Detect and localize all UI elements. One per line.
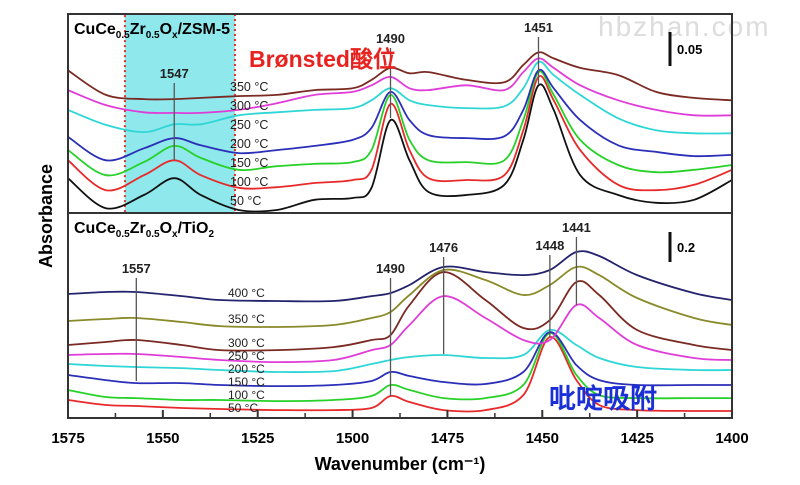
peak-label-1490: 1490	[376, 261, 405, 276]
title-part: 0.5	[116, 229, 130, 240]
panel-title: CuCe0.5Zr0.5Ox/TiO2	[74, 220, 214, 240]
spectrum-line-200c	[67, 329, 733, 374]
spectrum-line-300c	[67, 57, 733, 117]
x-tick-label: 1525	[241, 430, 274, 447]
x-tick-label: 1500	[336, 430, 369, 447]
title-part: CuCe	[74, 21, 116, 38]
x-tick-label: 1450	[526, 430, 559, 447]
temperature-label: 250 °C	[228, 349, 265, 363]
spectrum-line-150c	[67, 70, 733, 177]
title-part: O	[160, 220, 172, 237]
spectrum-line-400c	[67, 250, 733, 303]
title-part: Zr	[130, 220, 146, 237]
temperature-label: 300 °C	[230, 99, 268, 113]
peak-label-1448: 1448	[535, 238, 564, 253]
x-tick-label: 1475	[431, 430, 464, 447]
title-part: x	[172, 30, 178, 41]
peak-label-1476: 1476	[429, 240, 458, 255]
scale-bar-label: 0.2	[677, 240, 695, 255]
title-part: 0.5	[146, 30, 160, 41]
spectrum-line-350c	[67, 51, 733, 102]
temperature-label: 400 °C	[228, 286, 265, 300]
temperature-label: 350 °C	[228, 312, 265, 326]
spectrum-line-50c	[67, 83, 733, 213]
temperature-label: 350 °C	[230, 80, 268, 94]
temperature-label: 150 °C	[230, 156, 268, 170]
peak-label-1441: 1441	[562, 220, 591, 235]
title-part: 0.5	[116, 30, 130, 41]
spectrum-line-100c	[67, 75, 733, 192]
title-part: O	[160, 21, 172, 38]
peak-label-1547: 1547	[160, 66, 189, 81]
spectrum-line-200c	[67, 68, 733, 162]
temperature-label: 50 °C	[230, 194, 261, 208]
title-part: /ZSM-5	[178, 21, 231, 38]
temperature-label: 100 °C	[228, 388, 265, 402]
spectrum-line-50c	[67, 336, 733, 413]
title-part: CuCe	[74, 220, 116, 237]
peak-label-1451: 1451	[524, 20, 553, 35]
temperature-label: 150 °C	[228, 375, 265, 389]
x-tick-label: 1550	[146, 430, 179, 447]
scale-bar-label: 0.05	[677, 42, 702, 57]
x-tick-label: 1575	[51, 430, 84, 447]
panel-title: CuCe0.5Zr0.5Ox/ZSM-5	[74, 21, 230, 41]
x-tick-label: 1425	[620, 430, 653, 447]
title-part: 0.5	[146, 229, 160, 240]
top-panel-zsm5: 50 °C 100 °C 150 °C 200 °C 250 °C 300 °C 350 °…	[67, 13, 733, 214]
x-axis: 1575 1550 1525 1500 1475 1450 1425 1400	[51, 410, 749, 447]
temperature-label: 100 °C	[230, 175, 268, 189]
temperature-label: 300 °C	[228, 336, 265, 350]
title-part: 2	[208, 229, 214, 240]
spectrum-line-250c	[67, 60, 733, 135]
temperature-label: 250 °C	[230, 118, 268, 132]
title-part: Zr	[130, 21, 146, 38]
title-part: x	[172, 229, 178, 240]
bronsted-annotation: Brønsted酸位	[249, 46, 396, 72]
temperature-label: 200 °C	[228, 362, 265, 376]
spectrum-line-150c	[67, 331, 732, 388]
peak-label-1490: 1490	[376, 31, 405, 46]
spectrum-line-250c	[67, 295, 733, 364]
spectrum-line-300c	[67, 271, 733, 352]
watermark: hbzhan.com	[598, 11, 771, 42]
x-tick-label: 1400	[715, 430, 748, 447]
temperature-label: 50 °C	[228, 401, 258, 415]
pyridine-annotation: 吡啶吸附	[549, 383, 657, 414]
spectrum-line-100c	[67, 332, 732, 403]
x-axis-label: Wavenumber (cm⁻¹)	[315, 454, 486, 474]
y-axis-label: Absorbance	[36, 164, 56, 268]
temperature-label: 200 °C	[230, 137, 268, 151]
peak-label-1557: 1557	[122, 261, 151, 276]
spectrum-line-350c	[67, 265, 733, 328]
title-part: /TiO	[178, 220, 209, 237]
